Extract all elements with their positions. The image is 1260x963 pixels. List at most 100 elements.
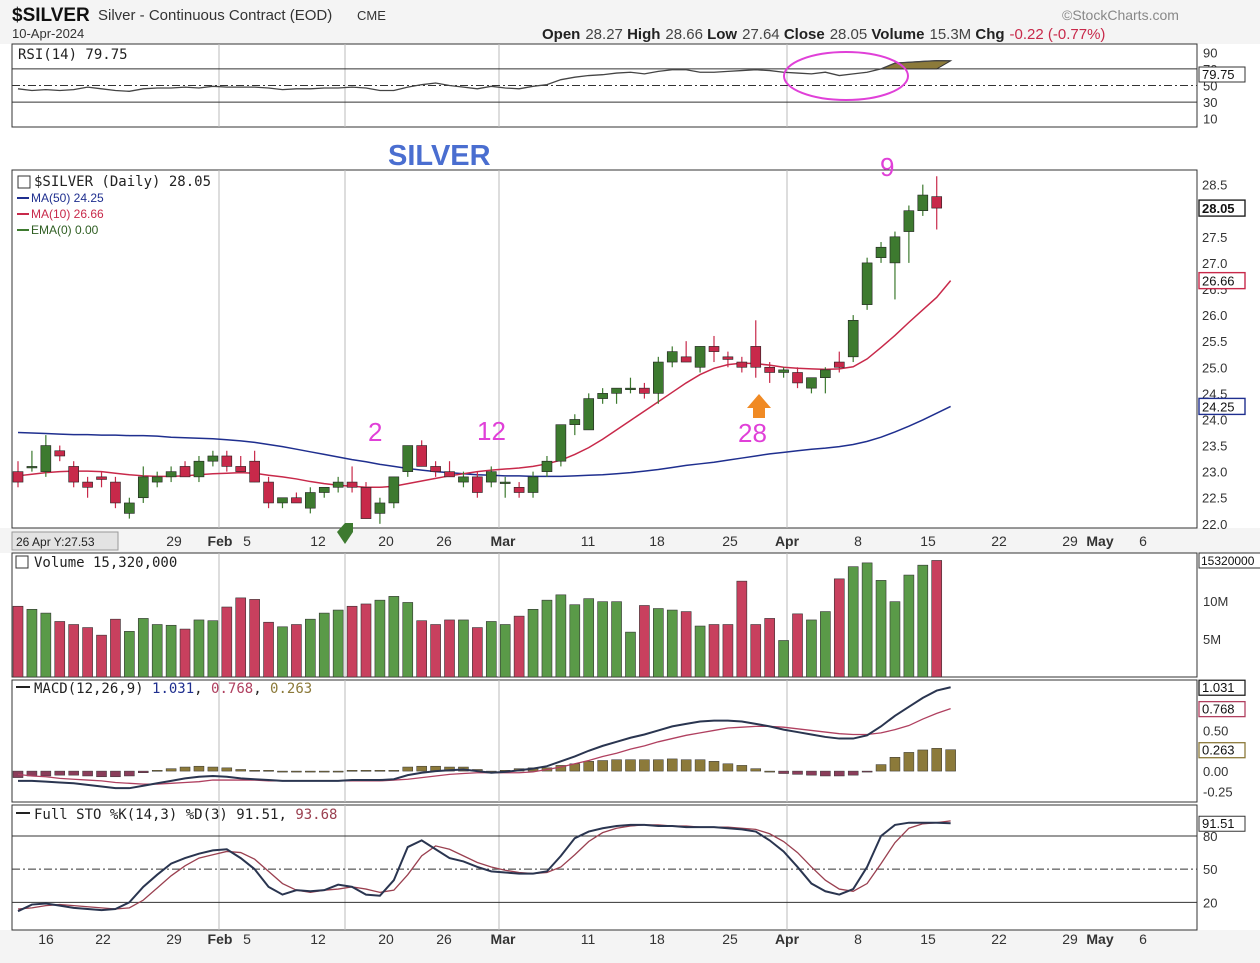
count-annotation: 2 (368, 417, 382, 447)
candle-body (666, 351, 678, 363)
sto-tick-label: 20 (1203, 895, 1217, 910)
xaxis-top-label: 26 (436, 533, 452, 549)
volume-tag-box (1198, 552, 1260, 569)
macd-histogram-bar (346, 770, 358, 772)
legend-ema: EMA(0) 0.00 (31, 223, 99, 237)
symbol-title: $SILVER (12, 5, 90, 26)
crosshair-readout: 26 Apr Y:27.53 (16, 535, 95, 549)
sto-value-tag: 91.51 (1202, 816, 1235, 831)
volume-bar (597, 601, 608, 678)
low-marker-arrow (337, 523, 353, 544)
macd-tag-box (1198, 679, 1246, 696)
macd-histogram-bar (277, 770, 288, 773)
xaxis-bottom-label: 6 (1139, 931, 1147, 947)
xaxis-bottom-label: Feb (208, 931, 233, 947)
sto-d-line (17, 820, 951, 910)
xaxis-bottom-label: 12 (310, 931, 326, 947)
ohlc-summary: Open 28.27 High 28.66 Low 27.64 Close 28.05 … (542, 26, 1105, 43)
volume-bar (833, 578, 845, 678)
xaxis-bottom-label: 22 (991, 931, 1007, 947)
xaxis-bottom-label: 20 (378, 931, 394, 947)
macd-histogram-bar (124, 770, 135, 777)
volume-title: Volume 15,320,000 (34, 555, 177, 571)
ohlc-chg-label: Chg (975, 26, 1004, 43)
volume-bar (666, 609, 678, 678)
rsi-value-tag-box (1198, 66, 1246, 83)
candle-body (235, 466, 247, 472)
candle-body (555, 424, 567, 462)
candle-body (332, 481, 344, 488)
macd-tag-box (1198, 700, 1246, 718)
ohlc-volume: 15.3M (929, 26, 971, 43)
volume-bar (263, 621, 274, 678)
sto-tick-label: 50 (1203, 862, 1217, 877)
candle-body (708, 346, 720, 352)
sto-title: Full STO %K(14,3) %D(3) 91.51, 93.68 (34, 807, 337, 823)
xaxis-top-label: 15 (920, 533, 936, 549)
ma10-value-tag: 26.66 (1202, 274, 1235, 289)
candle-body (653, 361, 664, 394)
macd-histogram-bar (138, 770, 149, 773)
volume-bar (26, 608, 38, 678)
xaxis-bottom-band (0, 930, 1260, 963)
candle-body (694, 346, 706, 368)
candle-body (680, 356, 692, 363)
xaxis-top-label: 29 (166, 533, 182, 549)
volume-bar (374, 599, 386, 678)
volume-bar (764, 618, 775, 678)
xaxis-bottom-label: Apr (775, 931, 800, 947)
candle-body (820, 369, 831, 379)
xaxis-top-label: 22 (991, 533, 1007, 549)
legend-ma10: MA(10) 26.66 (31, 207, 104, 221)
ohlc-close: 28.05 (830, 26, 868, 43)
macd-histogram-bar (778, 770, 789, 774)
volume-bar (249, 599, 260, 678)
candle-body (40, 445, 52, 472)
xaxis-bottom-label: 26 (436, 931, 452, 947)
candle-body (792, 372, 803, 384)
macd-histogram-bar (207, 766, 219, 772)
volume-bar (110, 618, 121, 678)
volume-bar (639, 605, 650, 678)
candle-body (416, 445, 427, 467)
sto-tick-label: 80 (1203, 829, 1217, 844)
xaxis-top-band (0, 528, 1260, 553)
volume-bar (778, 640, 789, 678)
candle-body (764, 366, 775, 373)
price-tick-label: 28.5 (1202, 178, 1227, 193)
volume-bar (54, 621, 66, 678)
volume-bar (207, 620, 219, 678)
candle-body (569, 419, 581, 425)
sto-k-value: 91.51 (236, 807, 278, 823)
legend-price: $SILVER (Daily) 28.05 (34, 174, 211, 190)
xaxis-top-label: 8 (854, 533, 862, 549)
macd-value-tag: 0.263 (1202, 743, 1235, 758)
candle-body (639, 387, 650, 394)
sto-tag-box (1198, 815, 1246, 832)
xaxis-bottom-label: 11 (581, 931, 596, 947)
macd-histogram-bar (583, 761, 594, 772)
candle-body (875, 246, 887, 258)
macd-histogram-bar (806, 770, 817, 776)
candle-body (597, 393, 608, 399)
rsi-tick-label: 30 (1203, 95, 1217, 110)
macd-histogram-bar (694, 759, 706, 772)
xaxis-bottom-label: 22 (95, 931, 111, 947)
candle-body (527, 476, 539, 493)
xaxis-bottom-label: 29 (166, 931, 182, 947)
candle-body (722, 356, 734, 360)
macd-histogram-bar (820, 770, 831, 777)
volume-bar (305, 618, 316, 678)
xaxis-top-label: Apr (775, 533, 800, 549)
price-tick-label: 25.0 (1202, 360, 1227, 375)
volume-bar (402, 602, 414, 678)
macd-line (18, 686, 951, 790)
count-annotation: 28 (738, 418, 767, 448)
volume-bar (527, 608, 539, 678)
volume-bar (541, 599, 553, 678)
macd-histogram-bar (666, 758, 678, 772)
macd-value: 1.031 (152, 681, 194, 697)
volume-bar (847, 566, 859, 678)
macd-histogram-bar (179, 766, 191, 772)
